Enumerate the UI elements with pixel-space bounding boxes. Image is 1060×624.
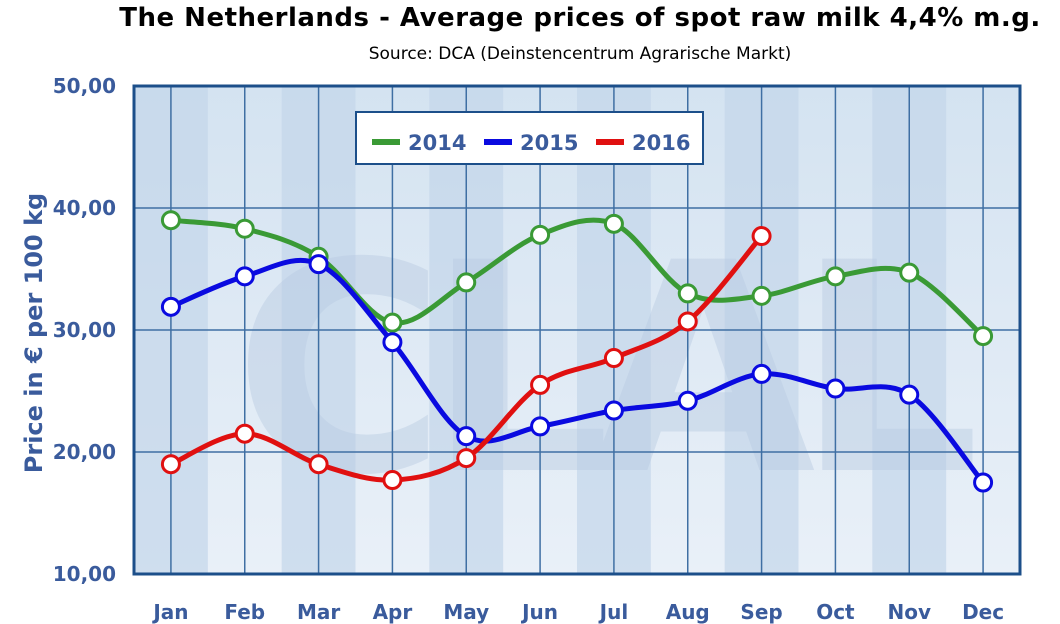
data-point-2014 [751,285,772,306]
watermark-logo: CLAL [234,202,997,539]
legend-label-2014: 2014 [408,131,466,155]
data-point-2015 [603,400,624,421]
legend: 2014 2015 2016 [355,111,704,165]
chart-title: The Netherlands - Average prices of spot… [119,3,1041,33]
x-tick-label: Sep [740,600,782,624]
legend-box [355,111,704,165]
y-tick-label: 40,00 [53,196,116,220]
data-point-2015 [899,384,920,405]
y-tick-label: 50,00 [53,74,116,98]
data-point-2016 [603,348,624,369]
data-point-2014 [382,312,403,333]
data-point-2016 [234,423,255,444]
x-tick-label: Feb [224,600,265,624]
data-point-2014 [160,210,181,231]
data-point-2016 [160,454,181,475]
data-point-2016 [382,470,403,491]
legend-label-2016: 2016 [632,131,690,155]
data-point-2016 [308,454,329,475]
data-point-2015 [973,472,994,493]
y-axis-label: Price in € per 100 kg [20,193,48,473]
chart-subtitle: Source: DCA (Deinstencentrum Agrarische … [368,44,792,64]
y-tick-label: 30,00 [53,318,116,342]
data-point-2015 [456,426,477,447]
plot-frame [132,84,1022,576]
data-point-2016 [677,311,698,332]
x-tick-label: Apr [373,600,413,624]
x-tick-label: Jul [598,600,629,624]
y-tick-label: 10,00 [53,562,116,586]
data-point-2015 [751,363,772,384]
data-point-2014 [825,266,846,287]
axes: 10,00 20,00 30,00 40,00 50,00 Jan Feb Mar Apr May… [53,74,1022,624]
data-point-2016 [751,226,772,247]
data-point-2015 [677,390,698,411]
data-point-2015 [530,416,551,437]
data-point-2014 [677,283,698,304]
data-point-2014 [456,272,477,293]
x-tick-label: Aug [666,600,710,624]
data-point-2016 [456,448,477,469]
data-point-2014 [234,218,255,239]
series-2016 [160,226,772,491]
data-point-2014 [603,213,624,234]
x-tick-label: Jun [520,600,558,624]
data-point-2015 [160,296,181,317]
x-tick-label: Dec [962,600,1004,624]
x-tick-label: May [443,600,489,624]
data-point-2015 [308,254,329,275]
series-layer [160,210,994,493]
x-tick-label: Nov [887,600,931,624]
data-point-2016 [530,374,551,395]
data-point-2014 [530,224,551,245]
x-tick-label: Oct [816,600,855,624]
x-tick-label: Jan [151,600,188,624]
watermark-text: CLAL [234,202,977,539]
y-tick-label: 20,00 [53,440,116,464]
data-point-2015 [825,378,846,399]
data-point-2014 [973,326,994,347]
data-point-2015 [234,266,255,287]
legend-label-2015: 2015 [520,131,578,155]
data-point-2015 [382,332,403,353]
series-2015 [160,254,994,493]
data-point-2014 [899,262,920,283]
x-tick-label: Mar [297,600,340,624]
